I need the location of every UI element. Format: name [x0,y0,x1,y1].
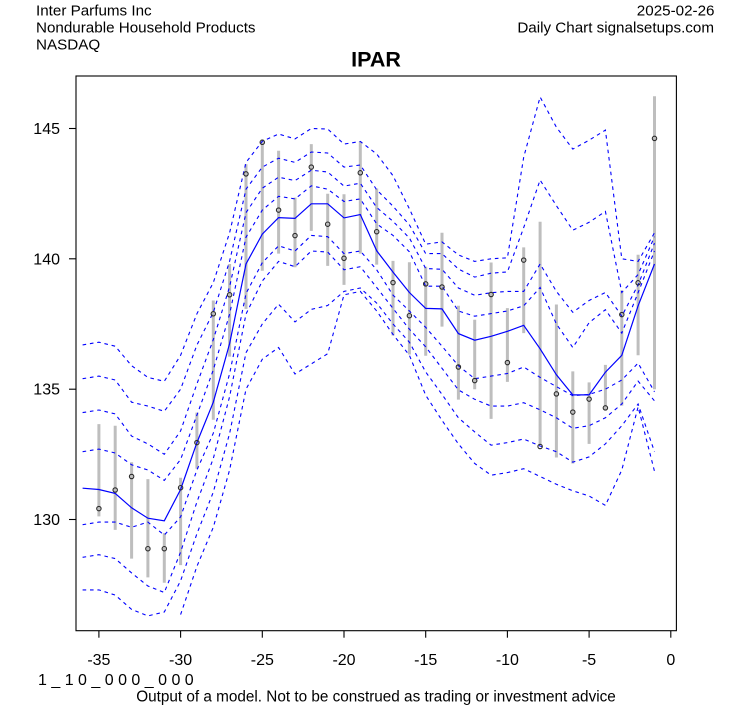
svg-text:Output of a model. Not to be c: Output of a model. Not to be construed a… [136,689,616,706]
svg-text:IPAR: IPAR [351,48,401,72]
svg-text:-30: -30 [169,652,192,669]
svg-text:135: 135 [33,382,60,399]
svg-text:2025-02-26: 2025-02-26 [637,3,715,20]
svg-text:0: 0 [666,652,675,669]
svg-text:-25: -25 [251,652,274,669]
svg-text:-5: -5 [582,652,596,669]
svg-text:Nondurable Household Products: Nondurable Household Products [36,20,256,37]
svg-text:-15: -15 [414,652,437,669]
svg-text:Daily Chart signalsetups.com: Daily Chart signalsetups.com [517,20,714,37]
svg-text:Inter Parfums Inc: Inter Parfums Inc [36,3,152,20]
svg-text:-35: -35 [87,652,110,669]
svg-text:140: 140 [33,251,60,268]
svg-text:-20: -20 [332,652,355,669]
svg-text:NASDAQ: NASDAQ [36,37,100,54]
svg-text:-10: -10 [496,652,519,669]
svg-text:1 _ 1 0 _ 0 0 0 _ 0 0 0: 1 _ 1 0 _ 0 0 0 _ 0 0 0 [38,672,194,689]
svg-text:130: 130 [33,512,60,529]
svg-text:145: 145 [33,121,60,138]
